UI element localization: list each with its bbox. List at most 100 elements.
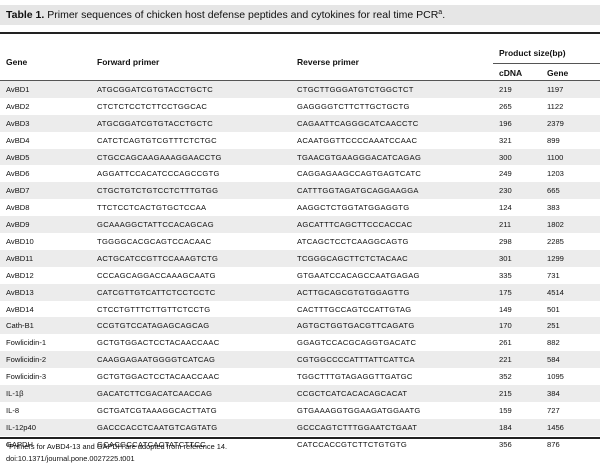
forward-primer-cell: CTCCTGTTTCTTGTTCTCCTG [97,300,297,318]
cdna-size-cell: 321 [499,131,547,149]
gene-cell: AvBD3 [0,114,97,132]
table-row: IL-1β GACATCTTCGACATCAACCAG CCGCTCATCACACA… [0,385,600,402]
reverse-primer-cell: CATCCACCGTCTTCTGTGTG [297,435,499,453]
reverse-primer-cell: GAGGGGTCTTCTTGCTGCTG [297,97,499,115]
table-row: GAPDH GCACGCCATCACTATCTTCC CATCCACCGTCTTCT… [0,435,600,453]
reverse-primer-cell: GTGAAAGGTGGAAGATGGAATG [297,401,499,419]
table-row: AvBD4 CATCTCAGTGTCGTTTCTCTGC ACAATGGTTCCCC… [0,131,600,149]
cdna-size-cell: 124 [499,199,547,217]
table-row: AvBD2 CTCTCTCCTCTTCCTGGCAC GAGGGGTCTTCTTGC… [0,97,600,115]
gene-size-cell: 1122 [547,97,600,115]
reverse-primer-cell: ACAATGGTTCCCCAAATCCAAC [297,131,499,149]
cdna-size-cell: 215 [499,385,547,402]
doi-text: doi:10.1371/journal.pone.0027225.t001 [6,454,135,463]
cdna-size-cell: 230 [499,182,547,200]
gene-size-cell: 1299 [547,249,600,267]
table-label: Table 1. [6,9,45,21]
forward-primer-cell: GCTGATCGTAAAGGCACTTATG [97,401,297,419]
table-row: Fowlicidin-3 GCTGTGGACTCCTACAACCAAC TGGCTT… [0,368,600,386]
forward-primer-cell: GCTGTGGACTCCTACAACCAAC [97,368,297,386]
gene-cell: IL-12p40 [0,418,97,436]
forward-primer-cell: CTGCTGTCTGTCCTCTTTGTGG [97,182,297,200]
gene-size-cell: 251 [547,317,600,335]
forward-primer-cell: CCGTGTCCATAGAGCAGCAG [97,317,297,335]
forward-primer-cell: ATGCGGATCGTGTACCTGCTC [97,81,297,98]
reverse-primer-cell: TGAACGTGAAGGGACATCAGAG [297,148,499,166]
gene-size-cell: 1802 [547,216,600,234]
gene-size-cell: 1203 [547,165,600,183]
reverse-primer-cell: AGCATTTCAGCTTCCCACCAC [297,216,499,234]
cdna-size-cell: 184 [499,418,547,436]
table-row: AvBD1 ATGCGGATCGTGTACCTGCTC CTGCTTGGGATGTC… [0,81,600,98]
gene-size-cell: 1197 [547,81,600,98]
table-row: Fowlicidin-2 CAAGGAGAATGGGGTCATCAG CGTGGCC… [0,351,600,369]
table-row: IL-12p40 GACCCACCTCAATGTCAGTATG GCCCAGTCTT… [0,418,600,436]
gene-cell: AvBD1 [0,81,97,98]
table-row: AvBD5 CTGCCAGCAAGAAAGGAACCTG TGAACGTGAAGGG… [0,148,600,166]
gene-size-cell: 899 [547,131,600,149]
header-forward-primer: Forward primer [97,57,160,67]
cdna-size-cell: 196 [499,114,547,132]
reverse-primer-cell: ACTTGCAGCGTGTGGAGTTG [297,283,499,301]
gene-size-cell: 882 [547,334,600,352]
cdna-size-cell: 356 [499,435,547,453]
header-gene-size: Gene [547,68,569,78]
forward-primer-cell: AGGATTCCACATCCCAGCCGTG [97,165,297,183]
forward-primer-cell: CATCGTTGTCATTCTCCTCCTC [97,283,297,301]
gene-cell: AvBD6 [0,165,97,183]
gene-cell: AvBD7 [0,182,97,200]
reverse-primer-cell: CTGCTTGGGATGTCTGGCTCT [297,81,499,98]
cdna-size-cell: 249 [499,165,547,183]
gene-cell: AvBD4 [0,131,97,149]
caption-footnote-marker: a [438,9,443,16]
reverse-primer-cell: GTGAATCCACAGCCAATGAGAG [297,266,499,284]
cdna-size-cell: 211 [499,216,547,234]
header-reverse-primer: Reverse primer [297,57,359,67]
table-row: AvBD13 CATCGTTGTCATTCTCCTCCTC ACTTGCAGCGTG… [0,283,600,301]
footnote-text: Primers for AvBD4-13 and GAPDH are adopt… [9,442,228,451]
reverse-primer-cell: CACTTTGCCAGTCCATTGTAG [297,300,499,318]
cdna-size-cell: 300 [499,148,547,166]
cdna-size-cell: 352 [499,368,547,386]
footnote-marker: a [6,442,10,448]
gene-size-cell: 384 [547,385,600,402]
gene-size-cell: 665 [547,182,600,200]
caption-end: . [442,9,446,21]
reverse-primer-cell: TGGCTTTGTAGAGGTTGATGC [297,368,499,386]
header-product-size: Product size(bp) [499,48,566,58]
table-row: AvBD3 ATGCGGATCGTGTACCTGCTC CAGAATTCAGGGCA… [0,114,600,132]
cdna-size-cell: 301 [499,249,547,267]
forward-primer-cell: GACATCTTCGACATCAACCAG [97,385,297,402]
gene-cell: AvBD10 [0,233,97,250]
forward-primer-cell: GACCCACCTCAATGTCAGTATG [97,418,297,436]
table-title: Table 1. Primer sequences of chicken hos… [0,5,600,25]
forward-primer-cell: ACTGCATCCGTTCCAAAGTCTG [97,249,297,267]
cdna-size-cell: 265 [499,97,547,115]
reverse-primer-cell: GCCCAGTCTTTGGAATCTGAAT [297,418,499,436]
table-row: AvBD7 CTGCTGTCTGTCCTCTTTGTGG CATTTGGTAGATG… [0,182,600,200]
table-row: AvBD11 ACTGCATCCGTTCCAAAGTCTG TCGGGCAGCTTC… [0,249,600,267]
reverse-primer-cell: CATTTGGTAGATGCAGGAAGGA [297,182,499,200]
table-row: AvBD8 TTCTCCTCACTGTGCTCCAA AAGGCTCTGGTATGG… [0,199,600,217]
cdna-size-cell: 335 [499,266,547,284]
cdna-size-cell: 261 [499,334,547,352]
forward-primer-cell: TTCTCCTCACTGTGCTCCAA [97,199,297,217]
cdna-size-cell: 170 [499,317,547,335]
gene-size-cell: 876 [547,435,600,453]
gene-cell: AvBD5 [0,148,97,166]
table-row: AvBD10 TGGGGCACGCAGTCCACAAC ATCAGCTCCTCAAG… [0,233,600,250]
gene-cell: AvBD8 [0,199,97,217]
reverse-primer-cell: AGTGCTGGTGACGTTCAGATG [297,317,499,335]
header-gene: Gene [6,57,28,67]
gene-size-cell: 731 [547,266,600,284]
gene-cell: IL-8 [0,401,97,419]
gene-size-cell: 2379 [547,114,600,132]
gene-cell: AvBD9 [0,216,97,234]
table-row: IL-8 GCTGATCGTAAAGGCACTTATG GTGAAAGGTGGAAG… [0,401,600,419]
gene-cell: IL-1β [0,385,97,402]
product-size-rule [493,63,600,64]
header-rule [0,80,600,81]
cdna-size-cell: 298 [499,233,547,250]
table-row: AvBD6 AGGATTCCACATCCCAGCCGTG CAGGAGAAGCCAG… [0,165,600,183]
table-row: AvBD12 CCCAGCAGGACCAAAGCAATG GTGAATCCACAGC… [0,266,600,284]
